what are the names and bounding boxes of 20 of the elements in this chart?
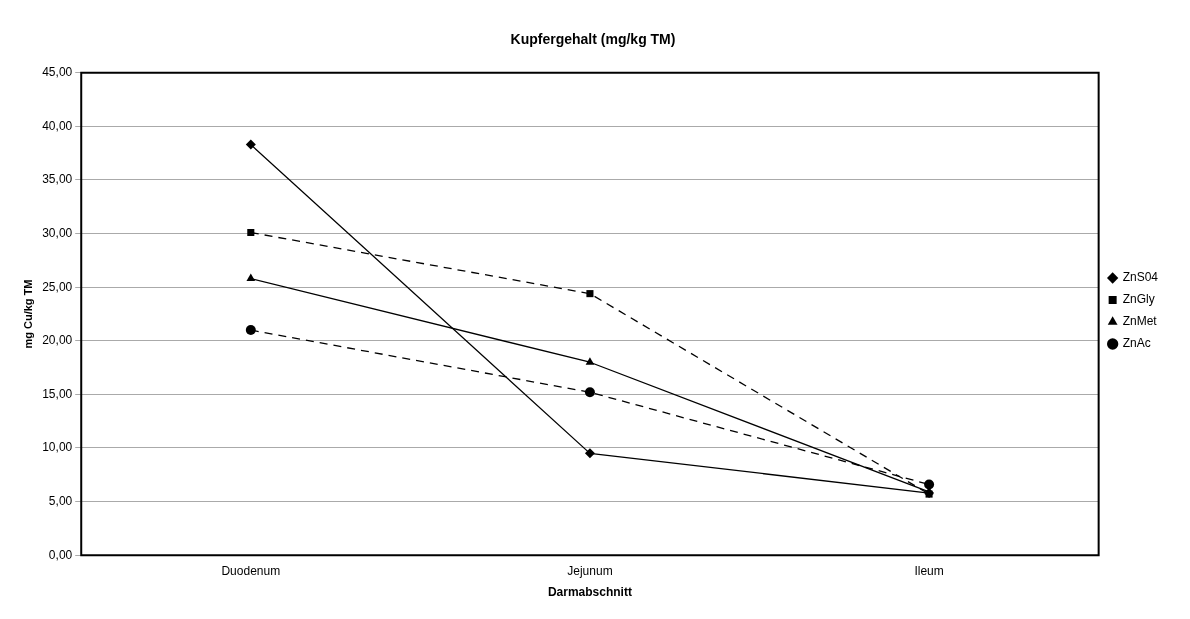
- y-tick-label: 20,00: [42, 333, 73, 348]
- y-tick-label: 15,00: [42, 386, 73, 401]
- legend-label: ZnMet: [1122, 314, 1158, 329]
- chart-title: Kupfergehalt (mg/kg TM): [510, 31, 676, 48]
- y-tick-label: 40,00: [42, 118, 73, 133]
- y-tick-label: 45,00: [42, 65, 73, 80]
- y-tick-label: 10,00: [42, 440, 73, 455]
- y-tick-label: 35,00: [42, 172, 73, 187]
- x-tick-label: Duodenum: [221, 563, 281, 578]
- y-tick-label: 30,00: [42, 225, 73, 240]
- x-tick-label: Jejunum: [567, 563, 613, 578]
- legend-label: ZnAc: [1122, 336, 1151, 351]
- x-axis-title: Darmabschnitt: [547, 585, 632, 600]
- legend-label: ZnGly: [1122, 292, 1155, 307]
- y-tick-label: 0,00: [48, 547, 73, 562]
- y-tick-label: 5,00: [48, 493, 73, 508]
- y-axis-title: mg Cu/kg TM: [21, 279, 34, 349]
- y-tick-label: 25,00: [42, 279, 73, 294]
- legend-label: ZnS04: [1122, 270, 1159, 285]
- x-tick-label: Ileum: [914, 563, 944, 578]
